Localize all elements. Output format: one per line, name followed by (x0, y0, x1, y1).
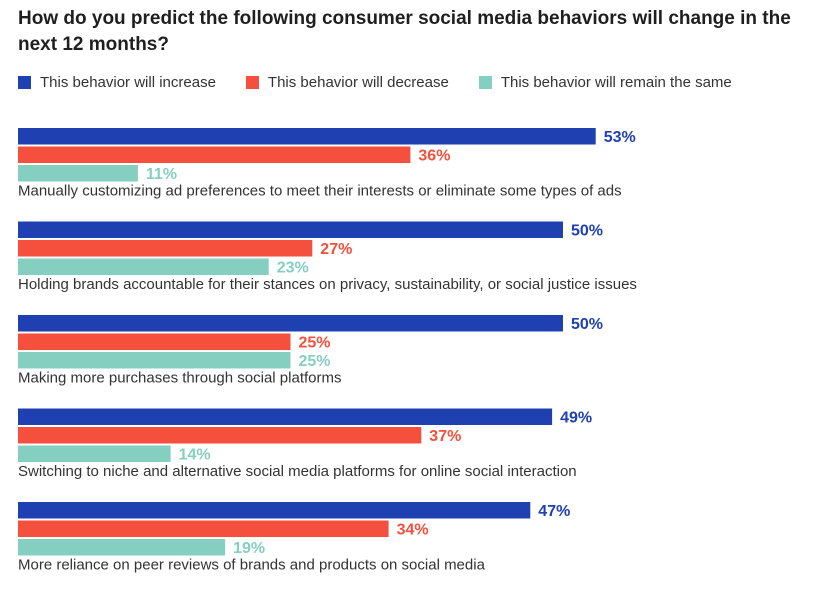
bar-same-4 (18, 445, 171, 462)
bar-same-3 (18, 352, 291, 369)
value-label-same-2: 23% (277, 260, 309, 277)
bar-increase-3 (18, 315, 563, 332)
bar-decrease-2 (18, 240, 313, 257)
value-label-increase-4: 49% (560, 410, 592, 427)
value-label-increase-2: 50% (571, 223, 603, 240)
legend: This behavior will increase This behavio… (18, 72, 762, 92)
value-label-increase-3: 50% (571, 316, 603, 333)
value-label-same-4: 14% (179, 447, 211, 464)
bar-increase-4 (18, 408, 553, 425)
bar-decrease-3 (18, 333, 291, 350)
legend-label-same: This behavior will remain the same (500, 73, 732, 91)
value-label-increase-1: 53% (604, 129, 636, 146)
value-label-increase-5: 47% (538, 503, 570, 520)
value-label-same-1: 11% (146, 166, 177, 183)
value-label-decrease-1: 36% (418, 148, 450, 165)
legend-item-same: This behavior will remain the same (478, 73, 732, 91)
bar-decrease-1 (18, 146, 411, 163)
legend-swatch-decrease (245, 75, 259, 89)
category-label-2: Holding brands accountable for their sta… (18, 276, 637, 293)
value-label-decrease-2: 27% (320, 241, 352, 258)
category-label-5: More reliance on peer reviews of brands … (18, 557, 486, 574)
value-label-same-5: 19% (233, 540, 265, 557)
value-label-same-3: 25% (299, 353, 331, 370)
bar-same-2 (18, 258, 269, 275)
legend-label-increase: This behavior will increase (40, 73, 216, 91)
value-label-decrease-4: 37% (429, 428, 461, 445)
bar-increase-5 (18, 502, 531, 519)
bar-increase-2 (18, 221, 563, 238)
bar-same-5 (18, 539, 226, 556)
chart-title: How do you predict the following consume… (18, 8, 791, 55)
bar-increase-1 (18, 128, 596, 145)
legend-label-decrease: This behavior will decrease (267, 73, 449, 91)
legend-swatch-increase (18, 75, 31, 89)
legend-swatch-same (478, 75, 492, 89)
bar-same-1 (18, 165, 138, 182)
bar-decrease-4 (18, 427, 422, 444)
value-label-decrease-3: 25% (299, 335, 331, 352)
category-label-4: Switching to niche and alternative socia… (18, 463, 577, 480)
legend-item-decrease: This behavior will decrease (245, 73, 449, 91)
category-label-1: Manually customizing ad preferences to m… (18, 183, 622, 200)
category-label-3: Making more purchases through social pla… (18, 370, 341, 387)
bar-decrease-5 (18, 520, 389, 537)
legend-item-increase: This behavior will increase (18, 74, 216, 91)
value-label-decrease-5: 34% (397, 522, 429, 539)
